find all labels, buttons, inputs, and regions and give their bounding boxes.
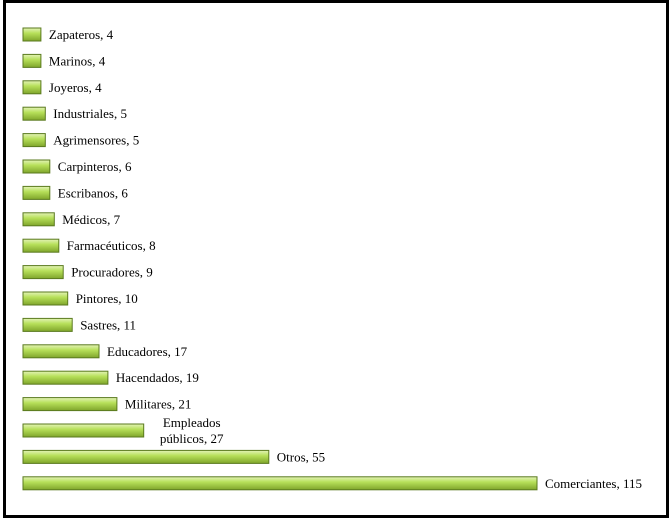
data-label-14: Militares, 21 [125,397,191,412]
data-label-15-line-1: públicos, 27 [160,431,224,446]
bar-1 [22,53,42,68]
data-label-3: Industriales, 5 [53,106,127,121]
data-label-17: Comerciantes, 115 [545,476,642,491]
data-label-4: Agrimensores, 5 [53,133,139,148]
data-label-11: Sastres, 11 [80,317,136,332]
data-label-0: Zapateros, 4 [49,27,114,42]
data-label-8: Farmacéuticos, 8 [67,238,156,253]
bar-8 [22,238,60,253]
bar-10 [22,291,69,306]
data-label-5: Carpinteros, 6 [58,159,132,174]
bar-3 [22,106,46,121]
bar-12 [22,344,100,359]
bar-0 [22,27,42,42]
data-label-7: Médicos, 7 [62,212,120,227]
bar-6 [22,185,51,200]
bar-2 [22,80,42,95]
bar-13 [22,370,109,385]
bar-16 [22,449,270,464]
data-label-16: Otros, 55 [277,449,325,464]
bar-5 [22,159,51,174]
data-label-1: Marinos, 4 [49,53,106,68]
data-label-15: Empleados públicos, 27 [160,415,224,446]
bar-11 [22,317,73,332]
data-label-12: Educadores, 17 [107,344,188,359]
data-label-13: Hacendados, 19 [116,370,199,385]
data-label-2: Joyeros, 4 [49,80,102,95]
data-labels-group: Zapateros, 4 Marinos, 4 Joyeros, 4 Industri… [49,27,642,491]
bar-15 [22,423,145,438]
data-label-6: Escribanos, 6 [58,185,129,200]
bar-9 [22,265,64,280]
bar-17 [22,476,538,491]
data-label-15-line-0: Empleados [163,415,221,430]
bars-group [22,27,538,491]
data-label-10: Pintores, 10 [76,291,138,306]
bar-7 [22,212,55,227]
bar-14 [22,397,118,412]
bar-4 [22,133,46,148]
data-label-9: Procuradores, 9 [71,265,153,280]
